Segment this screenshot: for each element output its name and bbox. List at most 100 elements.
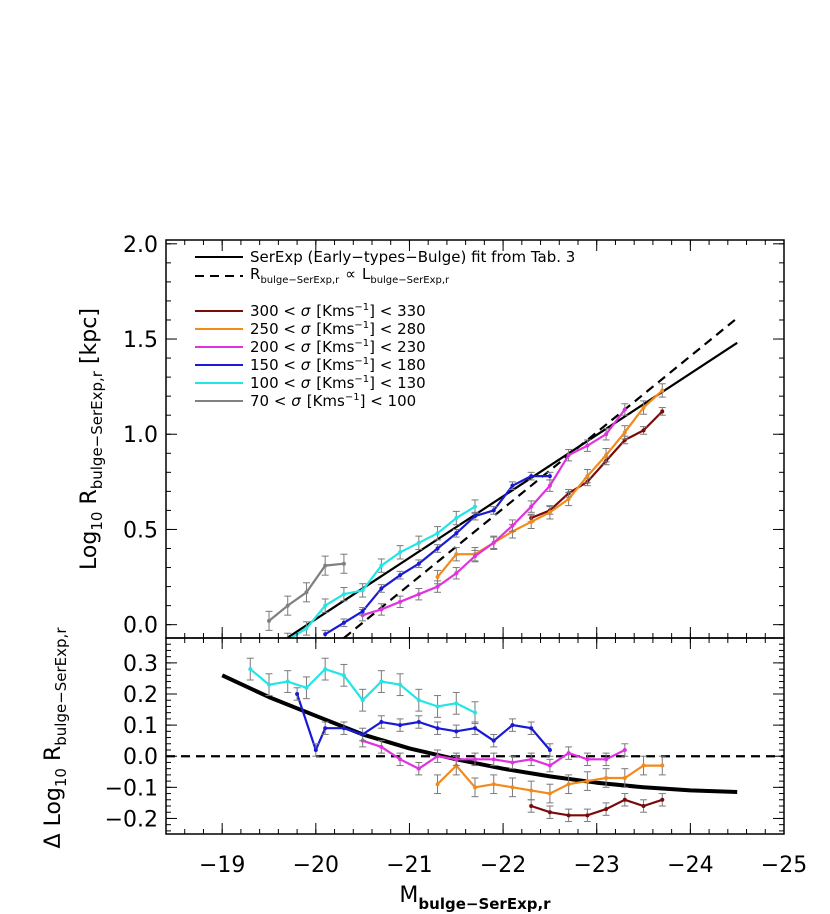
top-series-200-1-230-point (510, 523, 515, 528)
bottom-series-250-1-280-point (585, 779, 590, 784)
bottom-frame (165, 637, 785, 835)
top-series-200-1-230-point (529, 504, 534, 509)
x-tick-label: −20 (293, 853, 339, 878)
bottom-series-150-1-180-point (295, 692, 300, 696)
bottom-series-150-1-180-point (341, 726, 346, 731)
top-y-tick-label: 2.0 (123, 233, 158, 258)
bottom-series-100-1-130-point (285, 679, 290, 684)
bottom-series-200-1-230-point (473, 757, 477, 762)
bottom-series-250-1-280-point (604, 776, 609, 780)
bottom-series-100-1-130-point (454, 701, 459, 706)
x-tick-label: −19 (199, 853, 245, 878)
bottom-series-150-1-180-point (313, 748, 318, 752)
top-series-250-1-280-point (641, 405, 646, 410)
top-series-150-1-180-point (529, 474, 534, 479)
top-series-100-1-130-point (341, 592, 346, 597)
top-ylabel: Log10 Rbulge−SerExp,r [kpc] (77, 308, 106, 570)
bottom-series-150-1-180-point (416, 720, 421, 724)
top-series-250-1-280-point (547, 510, 552, 515)
bottom-series-300-1-330-point (604, 807, 609, 812)
bottom-y-tick-label: 0.3 (123, 652, 158, 677)
bottom-series-150-1-180-point (360, 732, 365, 737)
bottom-series-300-1-330-point (585, 813, 590, 818)
bottom-series-100-1-130-point (248, 667, 253, 672)
top-series-200-1-230-point (585, 443, 590, 448)
bottom-series-100-1-130-point (398, 682, 403, 687)
bottom-series-100-1-130-point (267, 682, 271, 687)
top-series-300-1-330-point (641, 428, 646, 433)
bottom-series-150-1-180-point (454, 729, 459, 734)
top-series-150-1-180-point (341, 620, 346, 625)
top-series-150-1-180-point (416, 561, 421, 566)
top-series-250-1-280-point (585, 474, 590, 479)
bottom-series-150-1-180-point (435, 726, 440, 731)
bottom-y-tick-label: 0.0 (123, 745, 158, 770)
bottom-series-200-1-230-point (529, 757, 534, 762)
bottom-series-300-1-330-line (530, 798, 663, 817)
bottom-series-200-1-230-point (604, 757, 609, 762)
top-series-200-1-230-point (491, 540, 496, 545)
bottom-series-200-1-230-point (491, 757, 496, 762)
top-series-70-1-100-point (267, 618, 271, 623)
bottom-series-150-1-180-point (529, 726, 534, 731)
legend-label-sigma-200-230: 200 < σ [Kms−1] < 230 (250, 338, 426, 356)
bottom-series-150-1-180-point (491, 738, 496, 743)
legend-fit-label: SerExp (Early−types−Bulge) fit from Tab.… (250, 248, 575, 266)
top-series-150-1-180-point (360, 609, 365, 614)
legend-label-sigma-70-100: 70 < σ [Kms−1] < 100 (250, 392, 416, 410)
bottom-series-150-1-180-point (547, 748, 552, 752)
bottom-series-100-1-130-point (379, 679, 384, 684)
bottom-series-300-1-330-point (660, 797, 665, 802)
bottom-series-200-1-230-point (547, 763, 552, 768)
top-series-100-1-130-point (473, 504, 477, 509)
top-series-200-1-230-point (416, 592, 421, 597)
bottom-series-100-1-130-point (360, 698, 365, 703)
top-series-100-1-130-point (398, 550, 403, 555)
top-series-200-1-230-point (604, 432, 609, 437)
bottom-y-tick-label: 0.1 (123, 714, 158, 739)
bottom-series-250-1-280-point (510, 785, 515, 790)
bottom-series-200-1-230-point (585, 757, 590, 762)
bottom-series-250-1-280-point (622, 776, 627, 780)
bottom-series-250-1-280-point (566, 782, 571, 787)
bottom-series-300-1-330-point (529, 804, 534, 808)
bottom-series-300-1-330-point (547, 810, 552, 815)
top-series-100-1-130-point (416, 540, 421, 545)
bottom-series-200-1-230-point (435, 754, 440, 759)
top-frame (165, 239, 785, 639)
top-series-70-1-100-point (285, 603, 290, 608)
bottom-series-300-1-330-point (566, 813, 571, 818)
bottom-series-100-1-130-point (323, 667, 328, 672)
bottom-y-tick-label: 0.2 (123, 683, 158, 708)
residual-curve (221, 673, 738, 794)
top-series-250-1-280-point (566, 496, 571, 501)
bottom-series-100-1-130-point (304, 685, 309, 690)
bottom-series-250-1-280-point (473, 785, 477, 790)
bottom-series-250-1-280-point (641, 763, 646, 768)
axes: −19 −20 −21 −22 −23 −24 −25 0.0 0.5 1.0 1.5 2.0 −0.2… (105, 233, 808, 878)
top-y-tick-label: 0.5 (123, 518, 158, 543)
bottom-series-200-1-230-point (398, 757, 403, 762)
top-series-250-1-280-point (435, 575, 440, 580)
x-tick-label: −25 (761, 853, 807, 878)
x-tick-label: −21 (386, 853, 432, 878)
bottom-series-200-1-230-point (416, 766, 421, 771)
top-series-150-1-180-point (323, 632, 328, 637)
top-series-150-1-180-point (547, 474, 552, 479)
bottom-series-300-1-330-point (622, 797, 627, 802)
bottom-series-150-1-180-point (323, 726, 328, 731)
bottom-series-200-1-230-point (622, 748, 627, 752)
bottom-series-100-1-130-point (341, 673, 346, 678)
top-series-100-1-130-point (360, 588, 365, 593)
top-series-100-1-130-line (288, 505, 476, 638)
bottom-ylabel: Δ Log10 Rbulge−SerExp,r (41, 627, 70, 849)
bottom-series-100-1-130-point (435, 704, 440, 709)
x-tick-label: −24 (667, 853, 713, 878)
top-series-250-1-280-point (660, 388, 665, 393)
legend-label-sigma-150-180: 150 < σ [Kms−1] < 180 (250, 356, 426, 374)
proportional-line (343, 317, 738, 638)
bottom-series-150-1-180-point (379, 720, 384, 724)
top-series-100-1-130-point (454, 516, 459, 521)
bottom-panel (166, 657, 784, 823)
